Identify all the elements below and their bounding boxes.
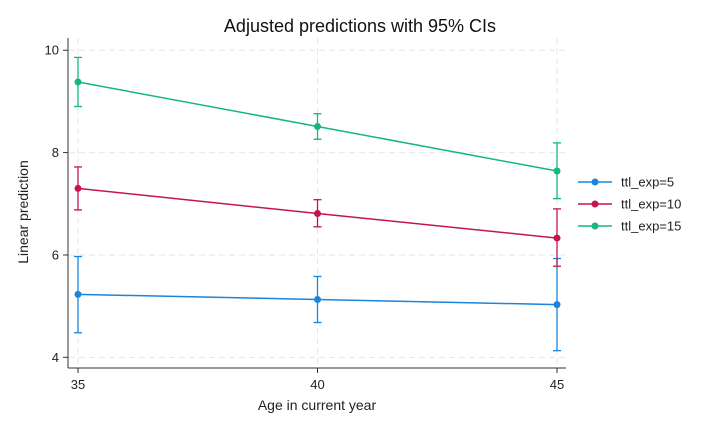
legend-swatch-marker — [591, 200, 599, 208]
legend-item: ttl_exp=5 — [578, 175, 674, 190]
chart-title: Adjusted predictions with 95% CIs — [224, 16, 496, 36]
legend: ttl_exp=5 ttl_exp=10 ttl_exp=15 — [578, 175, 681, 234]
series-2 — [74, 166, 561, 267]
data-point — [74, 290, 82, 298]
data-point — [553, 301, 561, 309]
legend-swatch-marker — [591, 178, 599, 186]
data-point — [74, 184, 82, 192]
data-point — [553, 167, 561, 175]
data-point — [314, 122, 321, 130]
x-axis-title: Age in current year — [258, 397, 377, 413]
series — [74, 56, 561, 352]
x-tick-label: 35 — [71, 377, 85, 392]
y-ticks: 4 6 8 10 — [45, 43, 68, 365]
x-tick-label: 45 — [550, 377, 564, 392]
legend-label: ttl_exp=10 — [621, 197, 681, 212]
legend-item: ttl_exp=10 — [578, 197, 681, 212]
x-ticks: 35 40 45 — [71, 368, 564, 392]
legend-swatch-marker — [591, 222, 599, 230]
y-axis-title: Linear prediction — [15, 160, 31, 264]
data-point — [314, 210, 321, 218]
data-point — [314, 295, 321, 303]
series-1 — [74, 255, 561, 352]
data-point — [74, 78, 82, 86]
x-tick-label: 40 — [310, 377, 324, 392]
y-tick-label: 6 — [52, 247, 59, 262]
legend-label: ttl_exp=5 — [621, 175, 674, 190]
y-tick-label: 8 — [52, 145, 59, 160]
series-3 — [74, 56, 561, 200]
legend-item: ttl_exp=15 — [578, 219, 681, 234]
data-point — [553, 234, 561, 242]
legend-label: ttl_exp=15 — [621, 219, 681, 234]
y-tick-label: 4 — [52, 350, 59, 365]
y-tick-label: 10 — [45, 43, 59, 58]
